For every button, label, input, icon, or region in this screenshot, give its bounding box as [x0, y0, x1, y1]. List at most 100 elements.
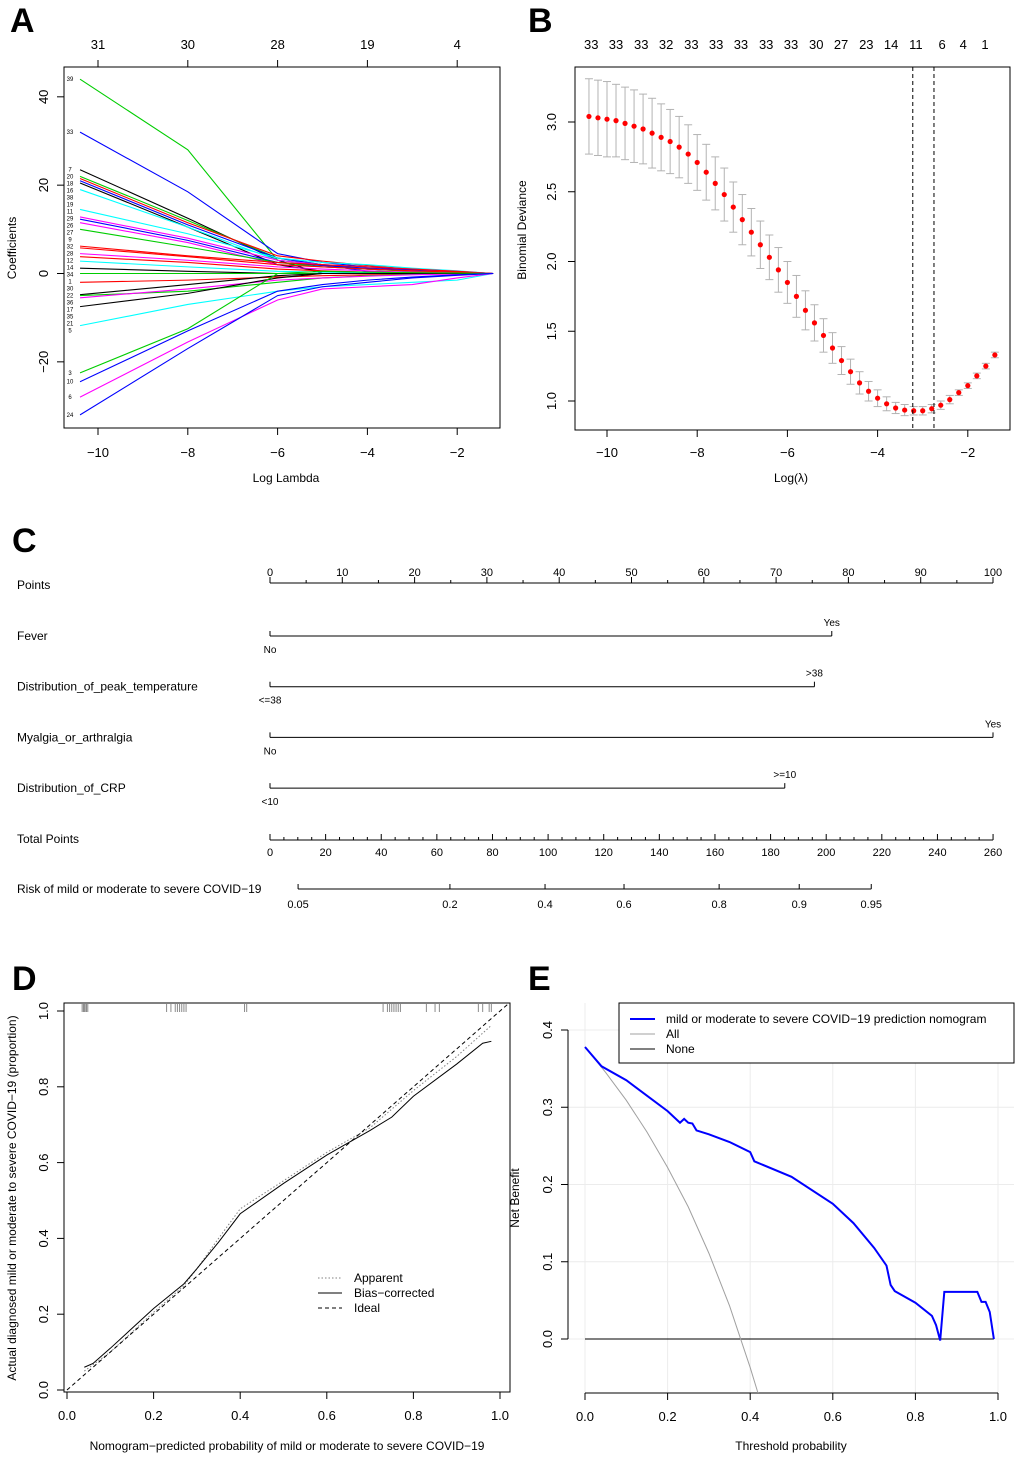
legend-label: All	[666, 1027, 679, 1041]
total-points-tick-label: 160	[706, 847, 724, 859]
y-tick-label: 3.0	[544, 113, 559, 131]
coefficient-label: 6	[68, 395, 72, 401]
coefficient-path-33	[79, 131, 494, 275]
y-tick-label: 0.2	[36, 1305, 51, 1323]
points-tick-label: 30	[481, 567, 493, 579]
deviance-point	[694, 159, 700, 166]
y-tick-label: 20	[36, 178, 51, 192]
x-tick-label: 0.4	[231, 1408, 249, 1423]
x-tick-label: −10	[87, 445, 109, 460]
top-count-label: 11	[909, 37, 923, 52]
panel-letter-d: D	[12, 960, 37, 998]
top-count-label: 33	[734, 37, 748, 52]
x-tick-label: 0.8	[906, 1409, 924, 1424]
risk-tick-label: 0.95	[861, 899, 882, 911]
coefficient-label: 19	[67, 203, 74, 209]
coefficient-label: 32	[67, 245, 74, 251]
coefficient-path-6	[79, 272, 494, 398]
plot-box	[63, 66, 501, 429]
y-tick-label: −20	[36, 351, 51, 373]
legend-label: Bias−corrected	[354, 1286, 434, 1300]
legend-label: Apparent	[354, 1271, 403, 1285]
deviance-point	[775, 267, 781, 273]
x-tick-label: 1.0	[491, 1408, 509, 1423]
x-tick-label: 0.2	[145, 1408, 163, 1423]
risk-tick-label: 0.9	[792, 899, 807, 911]
y-tick-label: 0	[36, 270, 51, 277]
deviance-point	[766, 254, 772, 260]
coefficient-label: 11	[67, 210, 74, 216]
deviance-point	[983, 363, 989, 369]
deviance-point	[604, 116, 610, 122]
calibration-line-bias-corrected	[84, 1040, 492, 1368]
deviance-point	[649, 130, 655, 136]
row-label-points: Points	[17, 578, 50, 592]
top-tick-label: 30	[181, 37, 195, 52]
total-points-tick-label: 180	[761, 847, 779, 859]
variable-high-label: >=10	[773, 770, 796, 781]
x-axis-label: Log(λ)	[774, 471, 808, 485]
total-points-tick-label: 140	[650, 847, 668, 859]
top-count-label: 33	[709, 37, 723, 52]
panel-letter-a: A	[10, 2, 35, 40]
coefficient-label: 21	[67, 322, 74, 328]
y-tick-label: 0.0	[540, 1330, 555, 1348]
coefficient-path-39	[79, 78, 494, 275]
panel-letter-c: C	[12, 522, 37, 560]
x-tick-label: −4	[870, 445, 885, 460]
coefficient-label: 10	[67, 380, 74, 386]
deviance-point	[658, 134, 664, 140]
top-tick-label: 4	[454, 37, 461, 52]
x-tick-label: −6	[270, 445, 285, 460]
total-points-tick-label: 200	[817, 847, 835, 859]
row-label-variable: Fever	[17, 629, 48, 643]
x-tick-label: 0.0	[58, 1408, 76, 1423]
x-tick-label: −8	[690, 445, 705, 460]
deviance-point	[595, 115, 601, 121]
deviance-point	[920, 408, 926, 414]
coefficient-label: 38	[67, 196, 74, 202]
coefficient-label: 18	[67, 182, 74, 188]
points-tick-label: 0	[267, 567, 273, 579]
total-points-tick-label: 60	[431, 847, 443, 859]
calibration-line-ideal	[66, 1003, 509, 1391]
coefficient-path-35	[79, 272, 494, 299]
y-axis-label: Net Benefit	[508, 1168, 522, 1228]
deviance-point	[893, 405, 899, 411]
y-tick-label: 0.6	[36, 1154, 51, 1172]
deviance-point	[965, 383, 971, 389]
top-count-label: 30	[809, 37, 823, 52]
y-tick-label: 2.0	[544, 252, 559, 270]
points-tick-label: 90	[915, 567, 927, 579]
coefficient-label: 33	[67, 130, 74, 136]
plot-box	[63, 1002, 511, 1393]
coefficient-path-24	[79, 272, 494, 416]
points-tick-label: 100	[984, 567, 1002, 579]
deviance-point	[748, 229, 754, 235]
total-points-tick-label: 80	[486, 847, 498, 859]
coefficient-label: 34	[67, 273, 74, 279]
total-points-tick-label: 220	[873, 847, 891, 859]
y-axis-label: Actual diagnosed mild or moderate to sev…	[5, 1015, 19, 1380]
deviance-point	[712, 180, 718, 186]
y-axis-label: Binomial Deviance	[515, 180, 529, 280]
coefficient-label: 1	[68, 280, 72, 286]
coefficient-label: 14	[67, 266, 74, 272]
x-tick-label: −2	[960, 445, 975, 460]
deviance-point	[811, 320, 818, 326]
total-points-tick-label: 120	[595, 847, 613, 859]
total-points-tick-label: 100	[539, 847, 557, 859]
deviance-point	[586, 113, 592, 120]
deviance-point	[730, 204, 736, 210]
top-count-label: 27	[834, 37, 848, 52]
top-count-label: 33	[609, 37, 623, 52]
deviance-point	[613, 118, 619, 124]
y-tick-label: 40	[36, 90, 51, 104]
deviance-point	[793, 293, 800, 299]
deviance-point	[875, 395, 881, 401]
x-tick-label: −10	[596, 445, 618, 460]
points-tick-label: 60	[698, 567, 710, 579]
top-count-label: 33	[684, 37, 698, 52]
coefficient-label: 5	[68, 329, 72, 335]
top-count-label: 33	[584, 37, 598, 52]
